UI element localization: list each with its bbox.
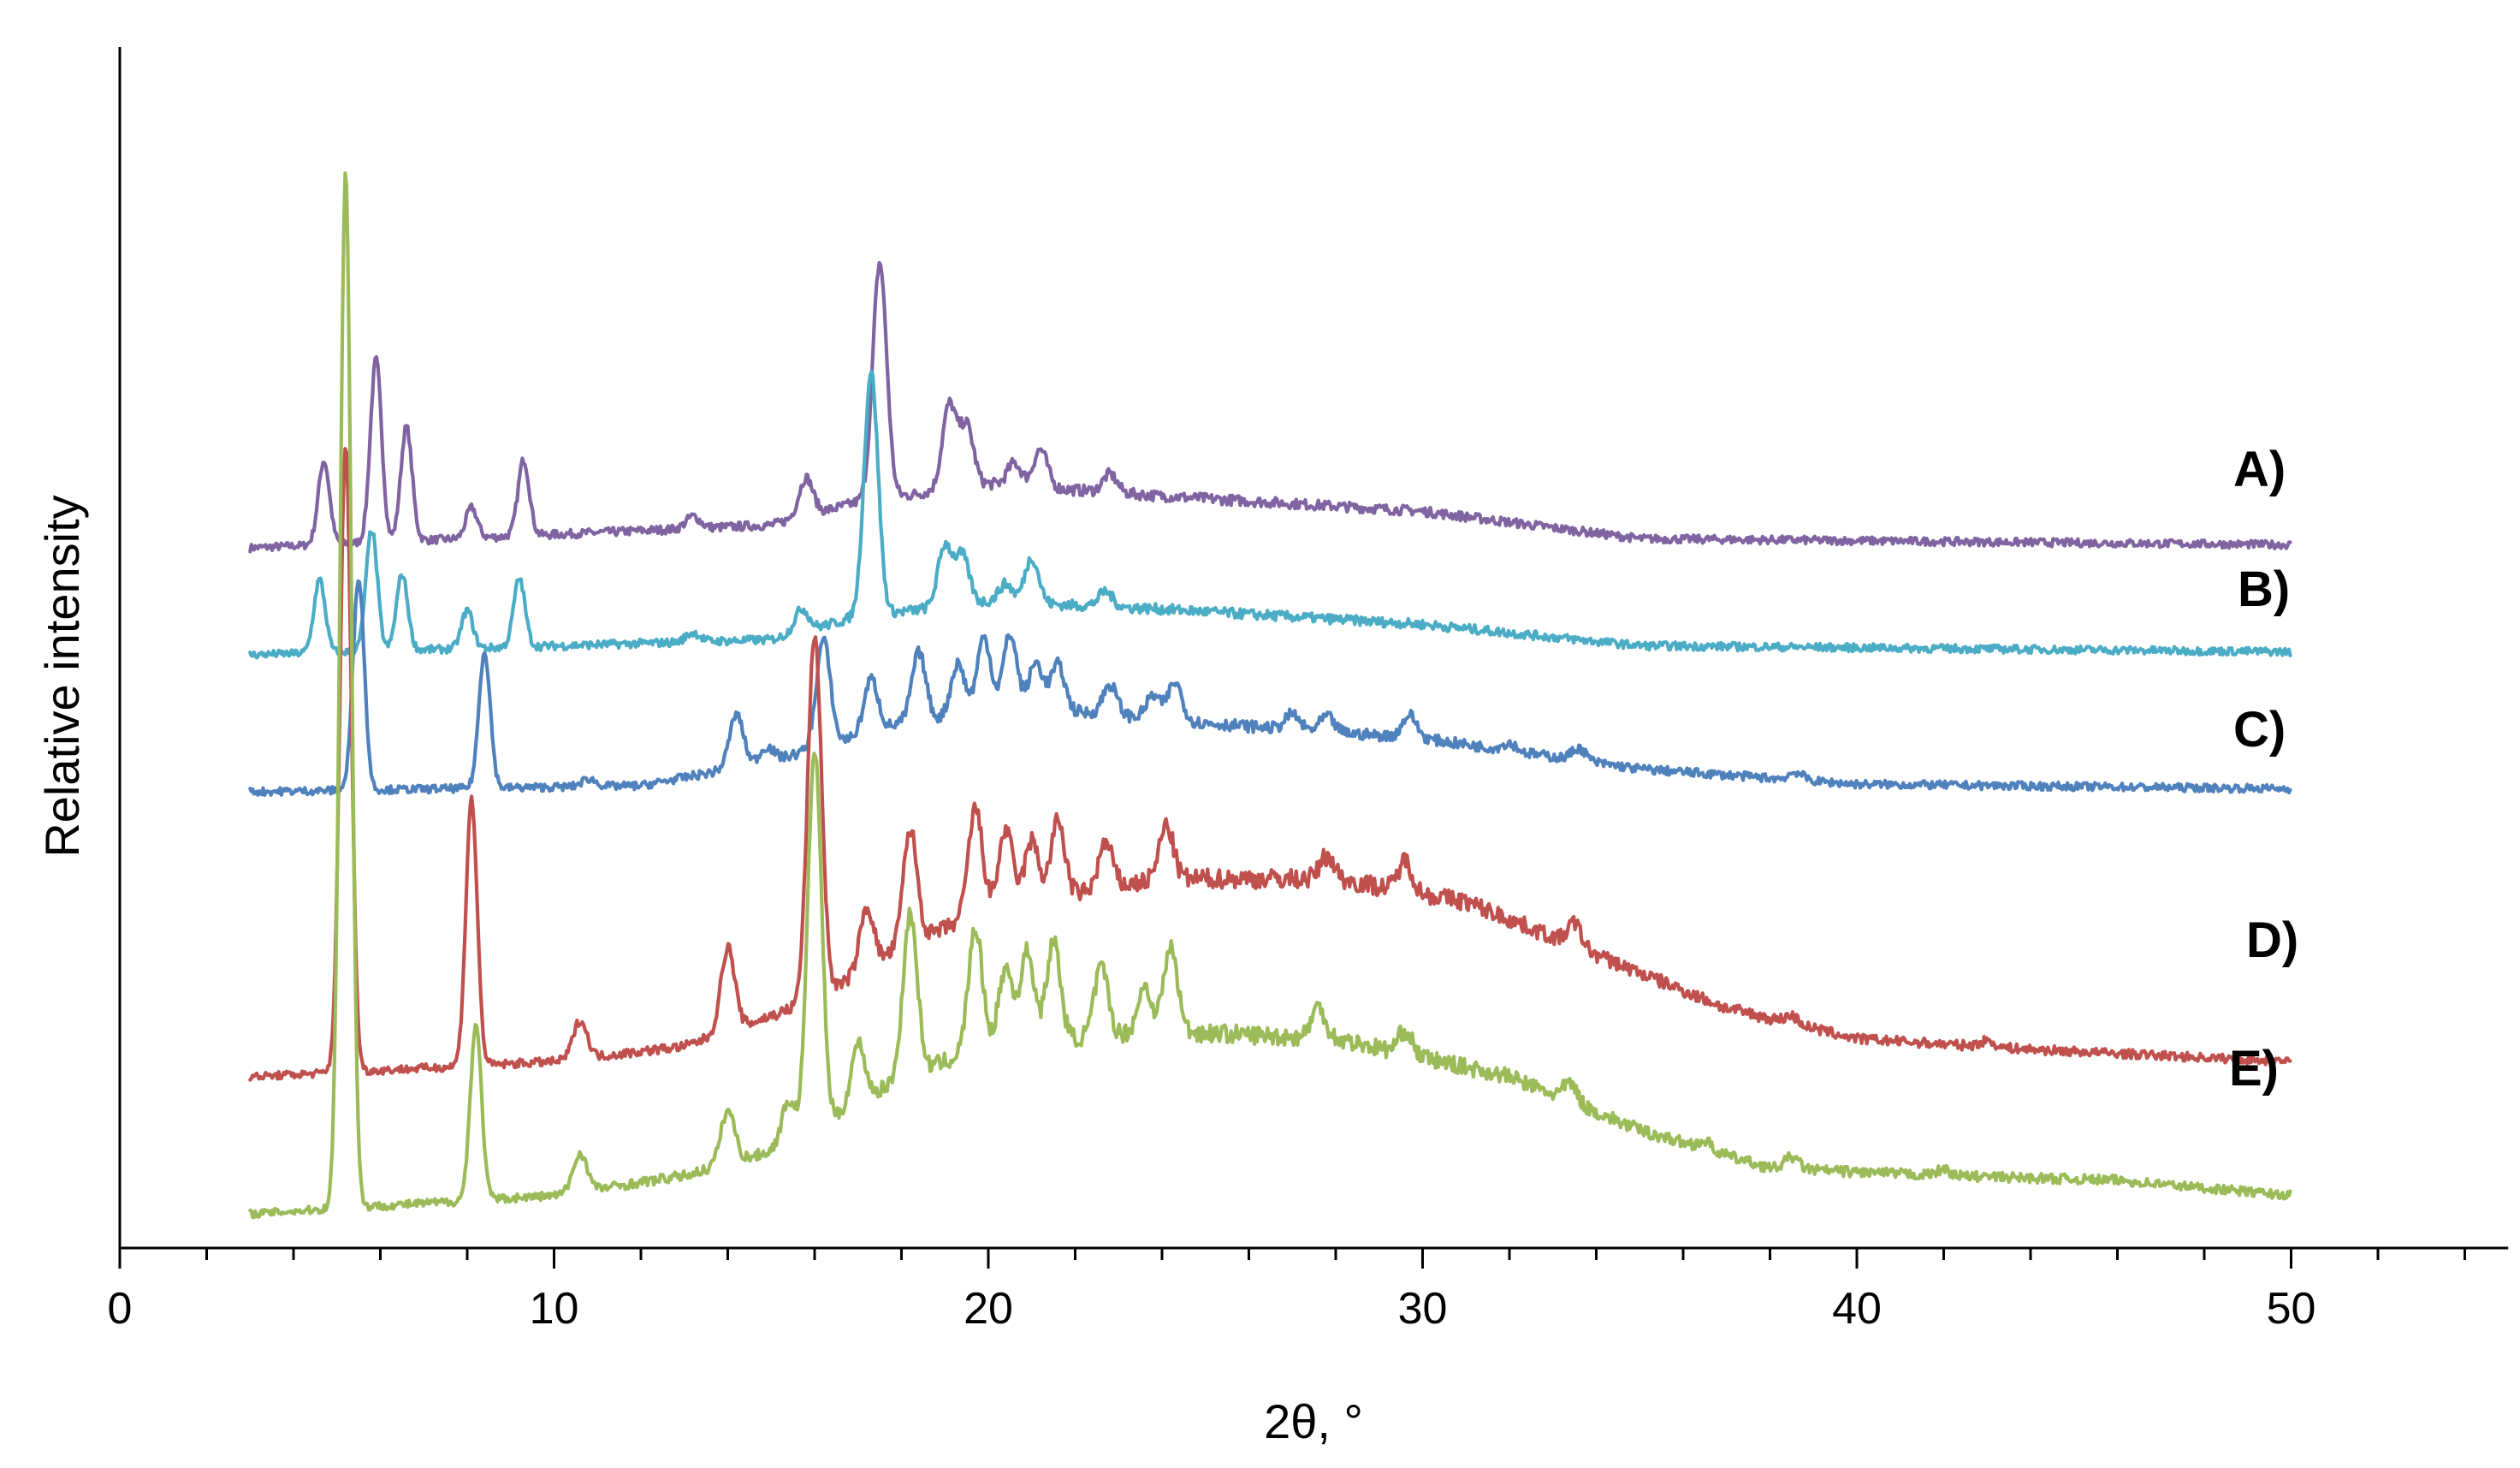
series-label-d: D) (2246, 912, 2298, 968)
x-axis-label: 2θ, ° (1264, 1394, 1363, 1448)
series-label-c: C) (2233, 702, 2286, 758)
traces (248, 171, 2292, 1220)
series-line-e (248, 171, 2292, 1220)
axes: 0 10 20 30 40 50 (108, 47, 2509, 1334)
series-line-c (248, 579, 2292, 797)
series-labels: A) B) C) D) E) (2229, 442, 2298, 1097)
series-label-b: B) (2238, 562, 2290, 617)
series-line-b (248, 369, 2292, 660)
x-tick-label: 20 (964, 1284, 1013, 1334)
x-tick-label: 10 (530, 1284, 579, 1334)
series-line-a (248, 260, 2292, 554)
y-axis-label: Relative intensity (35, 495, 89, 857)
x-tick-label: 50 (2267, 1284, 2316, 1334)
series-line-d (248, 447, 2292, 1082)
x-tick-label: 30 (1398, 1284, 1448, 1334)
x-tick-label: 0 (108, 1284, 133, 1334)
x-tick-label: 40 (1832, 1284, 1882, 1334)
series-label-a: A) (2233, 442, 2286, 497)
series-label-e: E) (2229, 1041, 2279, 1097)
